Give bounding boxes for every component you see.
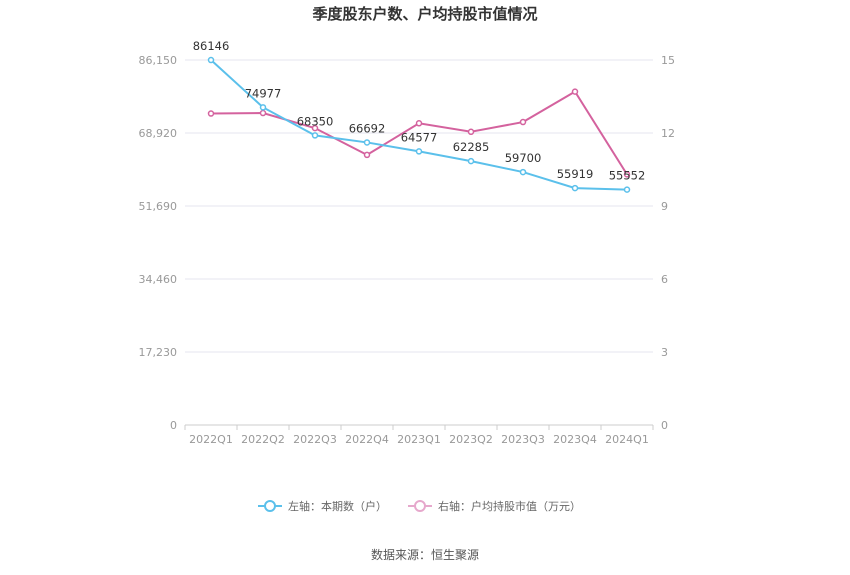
holder-count-point <box>311 132 319 139</box>
data-label: 86146 <box>193 39 230 53</box>
legend-marker <box>414 500 426 512</box>
right-tick-label: 15 <box>661 54 675 67</box>
data-label: 55919 <box>557 167 594 181</box>
legend-label: 左轴：本期数（户） <box>288 499 387 513</box>
holder-count-point <box>415 148 423 155</box>
holder-count-point <box>519 168 527 176</box>
right-tick-label: 0 <box>661 419 668 432</box>
data-label: 59700 <box>505 151 542 165</box>
left-tick-label: 0 <box>170 419 177 432</box>
x-tick-label: 2024Q1 <box>605 433 649 446</box>
avg-value-point <box>363 151 371 159</box>
left-tick-label: 51,690 <box>139 200 178 213</box>
x-tick-label: 2023Q4 <box>553 433 597 446</box>
chart-title: 季度股东户数、户均持股市值情况 <box>312 5 537 23</box>
left-tick-label: 86,150 <box>139 54 178 67</box>
avg-value-point <box>519 118 527 126</box>
source-note: 数据来源：恒生聚源 <box>371 547 479 562</box>
right-axis: 0 3 6 9 12 15 <box>661 54 675 432</box>
holder-count-point <box>207 56 215 64</box>
x-tick-label: 2023Q1 <box>397 433 441 446</box>
x-tick-label: 2022Q1 <box>189 433 233 446</box>
holder-count-point <box>363 139 371 146</box>
data-label: 62285 <box>453 140 490 154</box>
avg-value-point <box>571 88 579 95</box>
x-axis: 2022Q1 2022Q2 2022Q3 2022Q4 2023Q1 2023Q2 2023… <box>184 425 654 446</box>
legend-label: 右轴：户均持股市值（万元） <box>438 499 581 513</box>
data-label: 68350 <box>297 114 334 128</box>
data-label: 74977 <box>245 86 282 100</box>
legend-marker <box>264 500 276 512</box>
left-tick-label: 68,920 <box>139 127 178 140</box>
x-tick-label: 2023Q2 <box>449 433 493 446</box>
x-tick-label: 2022Q2 <box>241 433 285 446</box>
x-tick-label: 2022Q3 <box>293 433 337 446</box>
avg-value-point <box>415 120 423 127</box>
right-tick-label: 12 <box>661 127 675 140</box>
data-label: 55552 <box>609 169 646 183</box>
holder-count-point <box>259 104 267 111</box>
avg-value-point <box>207 110 215 117</box>
holder-count-point <box>571 184 579 192</box>
series-layer: 86146 74977 68350 66692 64577 62285 59700 55919… <box>193 39 646 193</box>
holder-count-point <box>467 157 475 165</box>
avg-value-point <box>311 124 319 132</box>
right-tick-label: 3 <box>661 346 668 359</box>
holder-count-point <box>623 186 631 193</box>
x-tick-label: 2023Q3 <box>501 433 545 446</box>
left-axis: 0 17,230 34,460 51,690 68,920 86,150 <box>139 54 178 432</box>
x-tick-label: 2022Q4 <box>345 433 389 446</box>
data-label: 64577 <box>401 130 438 144</box>
avg-value-point <box>259 109 267 117</box>
right-tick-label: 6 <box>661 273 668 286</box>
left-tick-label: 17,230 <box>139 346 178 359</box>
data-label: 66692 <box>349 121 386 135</box>
legend: 左轴：本期数（户） 右轴：户均持股市值（万元） <box>258 499 581 513</box>
avg-value-point <box>467 128 475 136</box>
left-tick-label: 34,460 <box>139 273 178 286</box>
grid <box>185 59 653 426</box>
right-tick-label: 9 <box>661 200 668 213</box>
avg-value-point <box>623 171 631 178</box>
